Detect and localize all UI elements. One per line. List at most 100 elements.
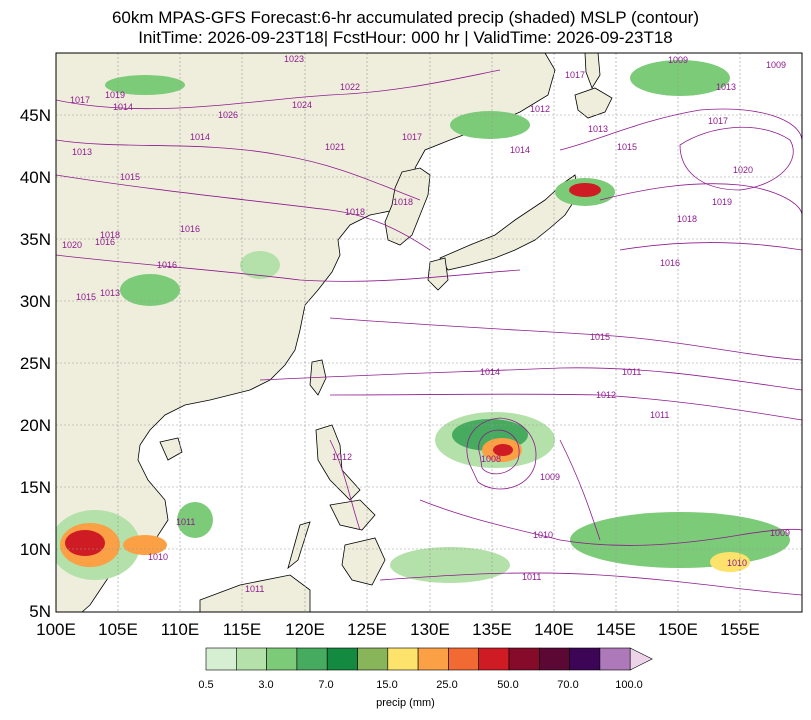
lat-tick-label: 15N [19,478,51,497]
lon-tick-label: 155E [720,620,760,639]
colorbar-swatch [448,647,479,671]
lat-tick-label: 5N [29,602,51,621]
colorbar-swatch [326,647,358,671]
isobar-label: 1014 [510,145,530,155]
lon-tick-label: 100E [36,620,76,639]
isobar-label: 1010 [727,558,747,568]
isobar-label: 1008 [481,454,501,464]
lon-tick-label: 110E [160,620,200,639]
isobar-label: 1010 [533,530,553,540]
lon-tick-label: 115E [222,620,262,639]
colorbar-swatch [236,647,267,671]
colorbar-tick-label: 70.0 [557,679,579,691]
lat-tick-label: 40N [19,168,51,187]
lon-tick-label: 105E [98,620,138,639]
lon-tick-label: 125E [347,620,387,639]
isobar-line [379,572,802,596]
isobar-label: 1009 [668,55,688,65]
land-mindanao [341,537,386,586]
isobar-label: 1015 [120,172,140,182]
isobar-label: 1017 [708,116,728,126]
isobar-label: 1026 [218,110,238,120]
land-luzon [315,424,361,501]
land-masses [56,53,613,612]
colorbar-tick-label: 50.0 [497,679,519,691]
colorbar-swatch [599,647,631,671]
isobar-label: 1014 [480,367,500,377]
lon-tick-label: 145E [596,620,636,639]
isobar-label: 1018 [345,207,365,217]
lat-tick-label: 10N [19,540,51,559]
isobar-line [599,183,802,216]
map-frame [55,52,803,613]
isobar-label: 1011 [622,367,641,377]
isobar-label: 1011 [176,517,195,527]
colorbar-swatch [538,647,570,671]
precip-shading [56,60,790,583]
isobar-line [259,367,802,391]
isobar-label: 1015 [76,292,96,302]
isobar-label: 1018 [100,230,120,240]
colorbar-tick-label: 25.0 [436,679,458,691]
colorbar-swatch [478,647,510,671]
land-kyushu [427,257,449,291]
colorbar-swatch [266,647,298,671]
isobar-line [56,139,421,201]
isobar-label: 1012 [332,452,352,462]
isobar-line [419,499,802,546]
precip-west-pacific-band [570,512,790,568]
isobar-labels: 1023 1022 1024 1026 1019 1014 1017 1013 … [62,54,790,594]
lon-tick-label: 120E [285,620,325,639]
land-korea [384,167,431,246]
colorbar-tick-label: 15.0 [376,679,398,691]
isobar-line [559,108,802,151]
lat-tick-label: 30N [19,292,51,311]
isobar-line [478,429,520,475]
colorbar-swatch [357,647,389,671]
isobar-label: 1024 [292,100,312,110]
precip-north-pacific [630,60,730,96]
land-borneo [199,574,311,612]
isobar-label: 1017 [402,132,422,142]
precip-mongolia [105,75,185,95]
colorbar-swatch [205,647,237,671]
precip-japan-east-heavy [569,183,601,197]
lon-tick-label: 150E [658,620,698,639]
land-visayas [329,499,376,531]
land-hainan [159,437,183,461]
colorbar-swatch [387,647,419,671]
lon-tick-label: 135E [472,620,512,639]
isobar-label: 1009 [766,60,786,70]
isobar-contours [56,69,802,596]
isobar-label: 1012 [530,104,550,114]
colorbar-label: precip (mm) [376,697,435,709]
isobar-label: 1018 [677,214,697,224]
colorbar-swatch [417,647,449,671]
isobar-line [329,317,802,361]
isobar-label: 1015 [590,332,610,342]
gridlines [56,53,802,612]
colorbar-tick-label: 100.0 [615,679,643,691]
colorbar [205,647,653,671]
isobar-label: 1013 [100,288,120,298]
colorbar-swatch [296,647,328,671]
isobar-label: 1011 [522,572,541,582]
precip-china-1 [120,274,180,306]
isobar-line [679,126,794,191]
chart-title: 60km MPAS-GFS Forecast:6-hr accumulated … [111,8,700,27]
isobar-label: 1017 [70,95,90,105]
precip-manchuria [450,111,530,139]
isobar-label: 1016 [157,260,177,270]
isobar-line [559,439,601,541]
isobar-label: 1009 [770,528,790,538]
isobar-label: 1018 [393,197,413,207]
precip-typhoon-core [493,444,513,456]
isobar-label: 1009 [540,472,560,482]
isobar-label: 1013 [588,124,608,134]
lat-tick-label: 25N [19,354,51,373]
colorbar-tick-label: 3.0 [258,679,274,691]
precip-indochina-heavy [65,530,105,556]
isobar-label: 1016 [180,224,200,234]
chart-subtitle: InitTime: 2026-09-23T18| FcstHour: 000 h… [138,28,673,47]
